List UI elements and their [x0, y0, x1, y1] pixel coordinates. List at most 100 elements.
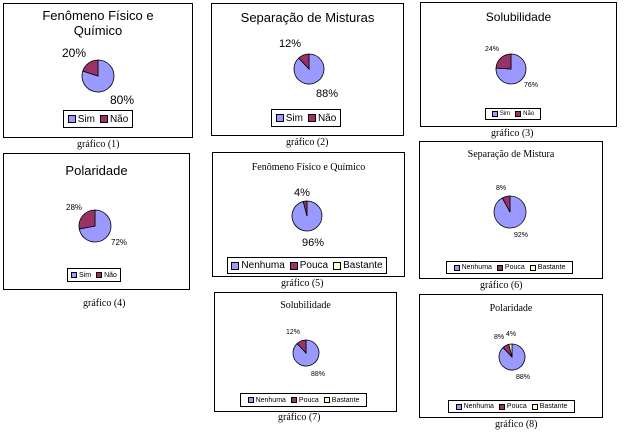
pie-chart [495, 53, 527, 85]
legend: Sim Não [63, 110, 133, 128]
legend-label: Não [109, 113, 129, 125]
legend-label: Pouca [299, 260, 329, 271]
legend: Nenhuma Pouca Bastante [448, 400, 575, 413]
legend: Sim Não [67, 268, 121, 282]
pie-chart [291, 200, 323, 232]
slice-label-pouca: 12% [286, 329, 301, 336]
legend-label: Não [317, 112, 337, 124]
legend-item-bastante: Bastante [531, 403, 568, 410]
pie-slice-nao [495, 53, 512, 70]
legend-item-sim: Sim [71, 272, 91, 279]
legend-swatch [529, 264, 536, 271]
legend-swatch [67, 115, 76, 123]
legend-swatch [453, 264, 460, 271]
slice-label-nao: 20% [62, 46, 87, 60]
legend-swatch [455, 403, 462, 410]
legend-label: Sim [79, 271, 92, 279]
chart-caption: gráfico (6) [480, 280, 523, 291]
legend-item-pouca: Pouca [289, 260, 329, 271]
legend-item-pouca: Pouca [496, 264, 525, 271]
legend-label: Bastante [537, 264, 566, 271]
legend-swatch [247, 397, 254, 403]
pie-slice-pouca [302, 200, 308, 217]
legend-label: Não [523, 111, 535, 117]
legend-item-pouca: Pouca [290, 396, 319, 404]
legend-swatch [323, 397, 330, 403]
legend-swatch [96, 272, 103, 278]
pie-chart [78, 209, 112, 243]
legend-item-nenhuma: Nenhuma [231, 260, 285, 271]
pie-slice-bastante [508, 343, 513, 358]
chart-title: Polaridade [65, 163, 128, 178]
legend: Nenhuma Pouca Bastante [227, 257, 387, 274]
chart-title: Solubilidade [485, 10, 552, 24]
legend-label: Bastante [539, 403, 568, 410]
legend-swatch [531, 403, 538, 410]
legend-label: Bastante [343, 260, 383, 271]
legend-item-bastante: Bastante [529, 264, 566, 271]
legend: Nenhuma Pouca Bastante [446, 261, 573, 274]
chart-title: Separação de Misturas [240, 10, 375, 25]
pie-slice-nao [82, 59, 99, 77]
legend-label: Sim [285, 112, 303, 124]
chart-title: Polaridade [489, 303, 533, 314]
pie-chart [498, 343, 526, 371]
chart-title: Solubilidade [280, 300, 331, 311]
legend-label: Não [104, 271, 117, 279]
legend-swatch [515, 111, 522, 117]
legend-swatch [491, 111, 498, 117]
slice-label-bastante: 4% [506, 331, 517, 338]
legend: Sim Não [485, 108, 541, 120]
legend-label: Bastante [331, 396, 360, 404]
legend-swatch [275, 114, 284, 122]
slice-label-nenhuma: 92% [514, 232, 529, 239]
legend-item-sim: Sim [275, 112, 303, 124]
slice-label-pouca: 4% [294, 187, 310, 199]
legend: Sim Não [271, 109, 341, 127]
slice-label-pouca: 8% [494, 334, 505, 341]
legend-swatch [496, 264, 503, 271]
chart-caption: gráfico (3) [491, 128, 534, 139]
slice-label-nenhuma: 96% [302, 237, 325, 249]
slice-label-pouca: 8% [496, 185, 507, 192]
legend-swatch [289, 261, 298, 270]
chart-caption: gráfico (8) [495, 419, 538, 430]
slice-label-sim: 76% [524, 82, 539, 89]
chart-caption: gráfico (5) [281, 278, 324, 289]
pie-slice-pouca [501, 195, 511, 213]
legend-label: Pouca [298, 396, 319, 404]
legend-item-nao: Não [515, 111, 534, 117]
legend-item-nao: Não [99, 113, 129, 125]
slice-label-nao: 12% [279, 38, 302, 50]
chart-panel-6: Separação de Mistura [419, 141, 603, 279]
chart-caption: gráfico (7) [278, 412, 321, 423]
legend-swatch [99, 115, 108, 123]
pie-slice-nao [298, 53, 310, 71]
pie-chart [493, 195, 527, 229]
chart-caption: gráfico (2) [286, 137, 329, 148]
legend-swatch [290, 397, 297, 403]
slice-label-sim: 80% [110, 93, 135, 107]
legend-label: Sim [499, 111, 511, 117]
slice-label-nao: 24% [485, 46, 500, 53]
legend-swatch [71, 272, 78, 278]
legend-item-sim: Sim [491, 111, 511, 117]
legend-item-nenhuma: Nenhuma [455, 403, 494, 410]
chart-title: Fenômeno Físico e Químico [251, 162, 366, 173]
legend-item-nao: Não [307, 112, 337, 124]
legend-item-pouca: Pouca [498, 403, 527, 410]
legend-item-sim: Sim [67, 113, 95, 125]
chart-title: Fenômeno Físico e Químico [42, 8, 154, 38]
legend-swatch [498, 403, 505, 410]
chart-caption: gráfico (1) [77, 139, 120, 150]
legend-swatch [333, 261, 342, 270]
slice-label-sim: 72% [111, 238, 128, 247]
legend-label: Sim [77, 113, 95, 125]
legend-label: Nenhuma [255, 396, 286, 404]
legend: Nenhuma Pouca Bastante [240, 393, 367, 407]
pie-slice-nao [78, 209, 96, 230]
pie-slice-sim [495, 53, 527, 85]
legend-swatch [307, 114, 316, 122]
legend-label: Nenhuma [463, 403, 494, 410]
pie-slice-pouca [296, 339, 307, 355]
